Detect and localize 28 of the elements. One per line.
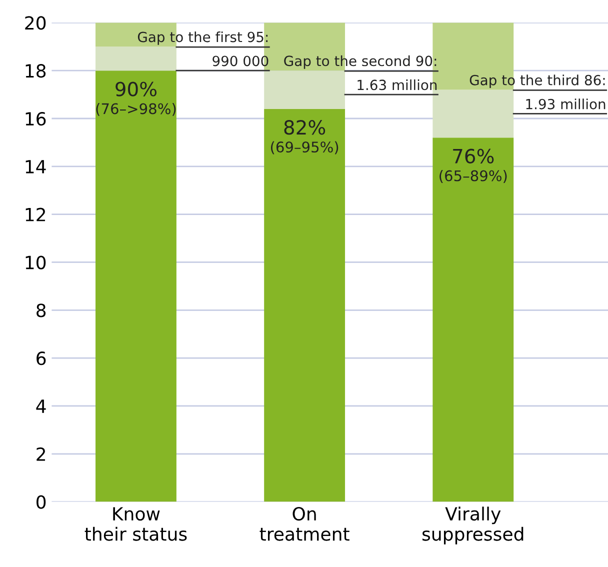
annotation: (69–95%): [270, 141, 338, 154]
annotation: (76–>98%): [96, 102, 176, 116]
bar: [264, 108, 346, 502]
bar: [264, 70, 346, 109]
y-tick-label: 2: [36, 447, 46, 461]
y-tick-label: 10: [26, 256, 46, 270]
annotation: Gap to the first 95: 990 000: [138, 31, 268, 66]
annotation: (65–89%): [440, 170, 507, 184]
y-tick-label: 0: [36, 495, 46, 509]
annotation: 76%: [453, 148, 494, 164]
bar: [96, 46, 176, 71]
y-tick-label: 8: [36, 304, 46, 318]
x-tick-label: On treatment: [260, 506, 350, 541]
annotation: 90%: [116, 82, 157, 96]
y-tick-label: 14: [26, 160, 46, 174]
x-tick-label: Virally suppressed: [422, 506, 524, 544]
y-tick-label: 16: [26, 112, 46, 126]
y-tick-label: 18: [26, 64, 46, 78]
y-tick-label: 12: [26, 208, 46, 222]
bar: [96, 70, 176, 502]
y-tick-label: 4: [36, 400, 46, 413]
annotation: Gap to the second 90: 1.63 million: [284, 55, 437, 90]
annotation: 82%: [284, 120, 326, 135]
bar: [432, 90, 514, 138]
y-tick-label: 6: [36, 352, 46, 366]
x-tick-label: Know their status: [84, 507, 187, 541]
y-tick-label: 20: [25, 16, 46, 30]
bar: [432, 138, 514, 502]
